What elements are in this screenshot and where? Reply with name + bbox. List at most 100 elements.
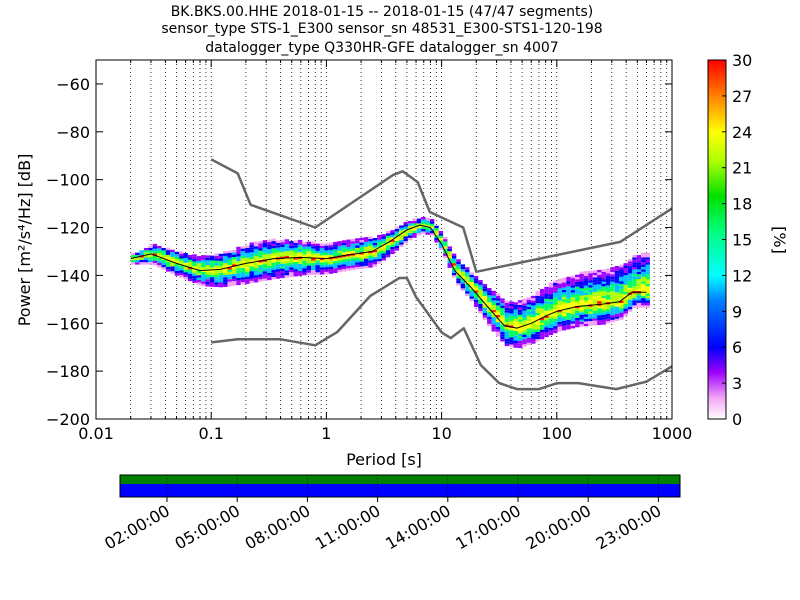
heat-cell (231, 261, 237, 265)
heat-cell (570, 326, 576, 329)
heat-cell (174, 259, 180, 262)
heat-cell (302, 251, 307, 254)
heat-cell (535, 317, 540, 320)
heat-cell (566, 312, 571, 316)
heat-cell (575, 301, 580, 304)
colorbar-tick-label: 9 (732, 302, 742, 321)
heat-cell (311, 255, 316, 259)
heat-cell (601, 310, 606, 313)
heat-cell (597, 296, 602, 299)
heat-cell (522, 315, 527, 318)
heat-cell (526, 340, 532, 343)
heat-cell (271, 265, 276, 268)
heat-cell (341, 264, 347, 267)
heat-cell (394, 229, 400, 232)
heat-cell (544, 296, 549, 299)
heat-cell (130, 255, 136, 258)
heat-cell (174, 254, 180, 257)
heat-cell (553, 304, 558, 307)
heat-cell (509, 342, 514, 345)
heat-cell (553, 299, 558, 303)
heat-cell (588, 280, 593, 283)
heat-cell (645, 279, 650, 282)
heat-cell (381, 248, 386, 251)
heat-cell (478, 294, 483, 297)
x-axis-label: Period [s] (346, 450, 422, 469)
heat-cell (394, 241, 400, 244)
heat-cell (623, 303, 628, 307)
heat-cell (355, 267, 360, 270)
heat-cell (469, 277, 474, 280)
heat-cell (205, 276, 210, 280)
heat-cell (214, 253, 219, 256)
colorbar-tick-label: 24 (732, 123, 752, 142)
heat-cell (262, 249, 268, 253)
heat-cell (645, 283, 650, 287)
heat-cell (553, 306, 558, 310)
heat-cell (350, 255, 356, 259)
median-psd-line (130, 224, 647, 329)
heat-cell (588, 270, 593, 274)
heat-cell (381, 253, 386, 256)
heat-cell (601, 298, 606, 301)
heat-cell (539, 322, 545, 325)
heat-cell (205, 264, 210, 268)
heat-cell (135, 257, 140, 260)
heat-cell (579, 309, 584, 313)
heat-cell (363, 261, 369, 264)
heat-cell (381, 236, 386, 239)
heat-cell (592, 315, 598, 319)
heat-cell (205, 262, 210, 265)
heat-cell (456, 271, 461, 274)
heat-cell (218, 263, 224, 266)
heat-cell (306, 260, 312, 264)
heat-cell (513, 338, 518, 341)
heat-cell (522, 332, 527, 335)
heat-cell (465, 267, 470, 270)
heat-cell (583, 302, 589, 305)
heat-cell (583, 273, 589, 276)
heat-cell (535, 310, 540, 313)
heat-cell (641, 255, 646, 258)
heat-cell (544, 308, 549, 311)
heat-cell (179, 272, 184, 276)
heat-cell (579, 283, 584, 286)
heat-cell (407, 223, 413, 226)
heat-cell (575, 303, 580, 306)
heat-cell (434, 237, 439, 241)
heat-cell (284, 244, 290, 247)
heat-cell (311, 253, 316, 256)
heat-cell (152, 246, 158, 249)
heat-cell (500, 303, 505, 306)
heat-cell (324, 250, 329, 253)
heat-cell (495, 300, 501, 303)
colorbar-tick-label: 27 (732, 87, 752, 106)
heat-cell (645, 305, 650, 308)
heat-cell (315, 248, 320, 251)
x-tick-label: 1 (321, 424, 331, 443)
heat-cell (284, 246, 290, 249)
heat-cell (645, 264, 650, 267)
heat-cell (434, 230, 439, 233)
heat-cell (579, 297, 584, 301)
heat-cell (284, 248, 290, 252)
heat-cell (561, 320, 567, 324)
heat-cell (161, 255, 166, 258)
heat-cell (293, 242, 298, 246)
heat-cell (289, 257, 294, 261)
heat-cell (504, 331, 510, 335)
heat-cell (544, 322, 549, 326)
heat-cell (302, 261, 307, 264)
heat-cell (610, 286, 615, 289)
heat-cell (280, 247, 285, 250)
heat-cell (478, 287, 483, 290)
heat-cell (223, 284, 228, 287)
heat-cell (284, 253, 290, 256)
heat-cell (539, 327, 545, 330)
heat-cell (245, 267, 250, 270)
heat-cell (280, 249, 285, 252)
heat-cell (548, 301, 554, 304)
colorbar-tick-label: 3 (732, 374, 742, 393)
heat-cell (465, 269, 470, 272)
heat-cell (623, 291, 628, 295)
